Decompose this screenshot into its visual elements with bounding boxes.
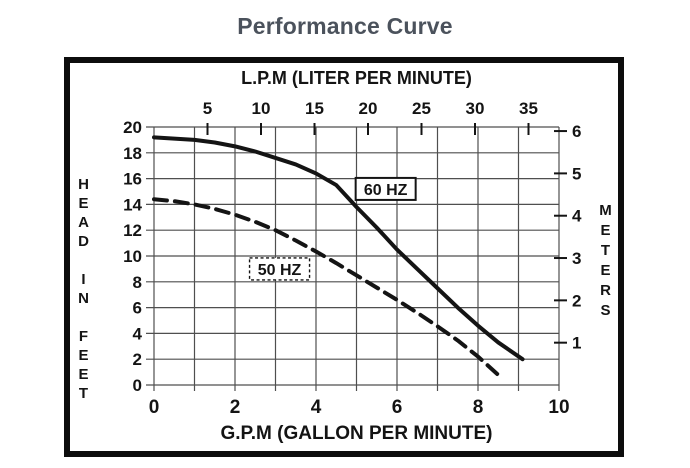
chart-area: HEAD IN FEET METERS 5 10 15 20 25 30 35 L.P.M (…	[70, 63, 618, 451]
bottom-axis-tick-label: 4	[311, 397, 322, 418]
top-axis-tick-label: 30	[466, 99, 485, 118]
right-axis-tick-label: 1	[572, 334, 581, 353]
series-label: 50 HZ	[258, 262, 302, 279]
left-axis-tick-label: 12	[123, 221, 142, 240]
left-axis-tick-label: 2	[133, 350, 142, 369]
bottom-axis-label: G.P.M (GALLON PER MINUTE)	[221, 423, 493, 444]
bottom-axis-tick-label: 8	[473, 397, 484, 418]
right-axis-tick-label: 3	[572, 249, 581, 268]
left-axis-tick-label: 18	[123, 144, 142, 163]
series-label-box	[354, 176, 417, 201]
left-axis-tick-label: 10	[123, 247, 142, 266]
performance-curve-chart: 5 10 15 20 25 30 35L.P.M (LITER PER MINUTE)201…	[123, 68, 582, 444]
right-axis-tick-label: 5	[572, 164, 581, 183]
page-title: Performance Curve	[237, 13, 453, 39]
top-axis-tick-label: 5	[203, 99, 212, 118]
top-axis-label: L.P.M (LITER PER MINUTE)	[241, 68, 472, 88]
left-axis-tick-label: 0	[133, 376, 142, 395]
right-axis-tick-label: 4	[572, 207, 582, 226]
top-axis-tick-label: 10	[252, 99, 271, 118]
curve-60-hz	[152, 135, 525, 362]
top-axis-tick-label: 15	[305, 99, 324, 118]
bottom-axis-tick-label: 10	[548, 397, 569, 418]
left-axis-tick-label: 6	[133, 299, 142, 318]
series-label-box	[248, 257, 311, 281]
top-axis-tick-label: 35	[519, 99, 538, 118]
top-axis-tick-label: 20	[359, 99, 378, 118]
curve-50-hz	[152, 197, 505, 381]
left-axis-tick-label: 14	[123, 195, 142, 214]
chart-frame: HEAD IN FEET METERS 5 10 15 20 25 30 35 L.P.M (…	[64, 57, 624, 457]
bottom-axis-tick-label: 6	[392, 397, 403, 418]
left-axis-tick-label: 8	[133, 273, 142, 292]
left-axis-tick-label: 16	[123, 170, 142, 189]
series-label: 60 HZ	[364, 182, 408, 199]
right-axis-tick-label: 2	[572, 291, 581, 310]
right-axis-tick-label: 6	[572, 122, 581, 141]
page: Performance Curve HEAD IN FEET METERS 5 1…	[0, 0, 690, 457]
left-axis-tick-label: 20	[123, 118, 142, 137]
bottom-axis-tick-label: 2	[230, 397, 241, 418]
top-axis-tick-label: 25	[412, 99, 431, 118]
left-axis-tick-label: 4	[133, 324, 143, 343]
bottom-axis-tick-label: 0	[149, 397, 160, 418]
right-axis-title: METERS	[597, 202, 614, 322]
left-axis-title: HEAD IN FEET	[75, 176, 92, 404]
